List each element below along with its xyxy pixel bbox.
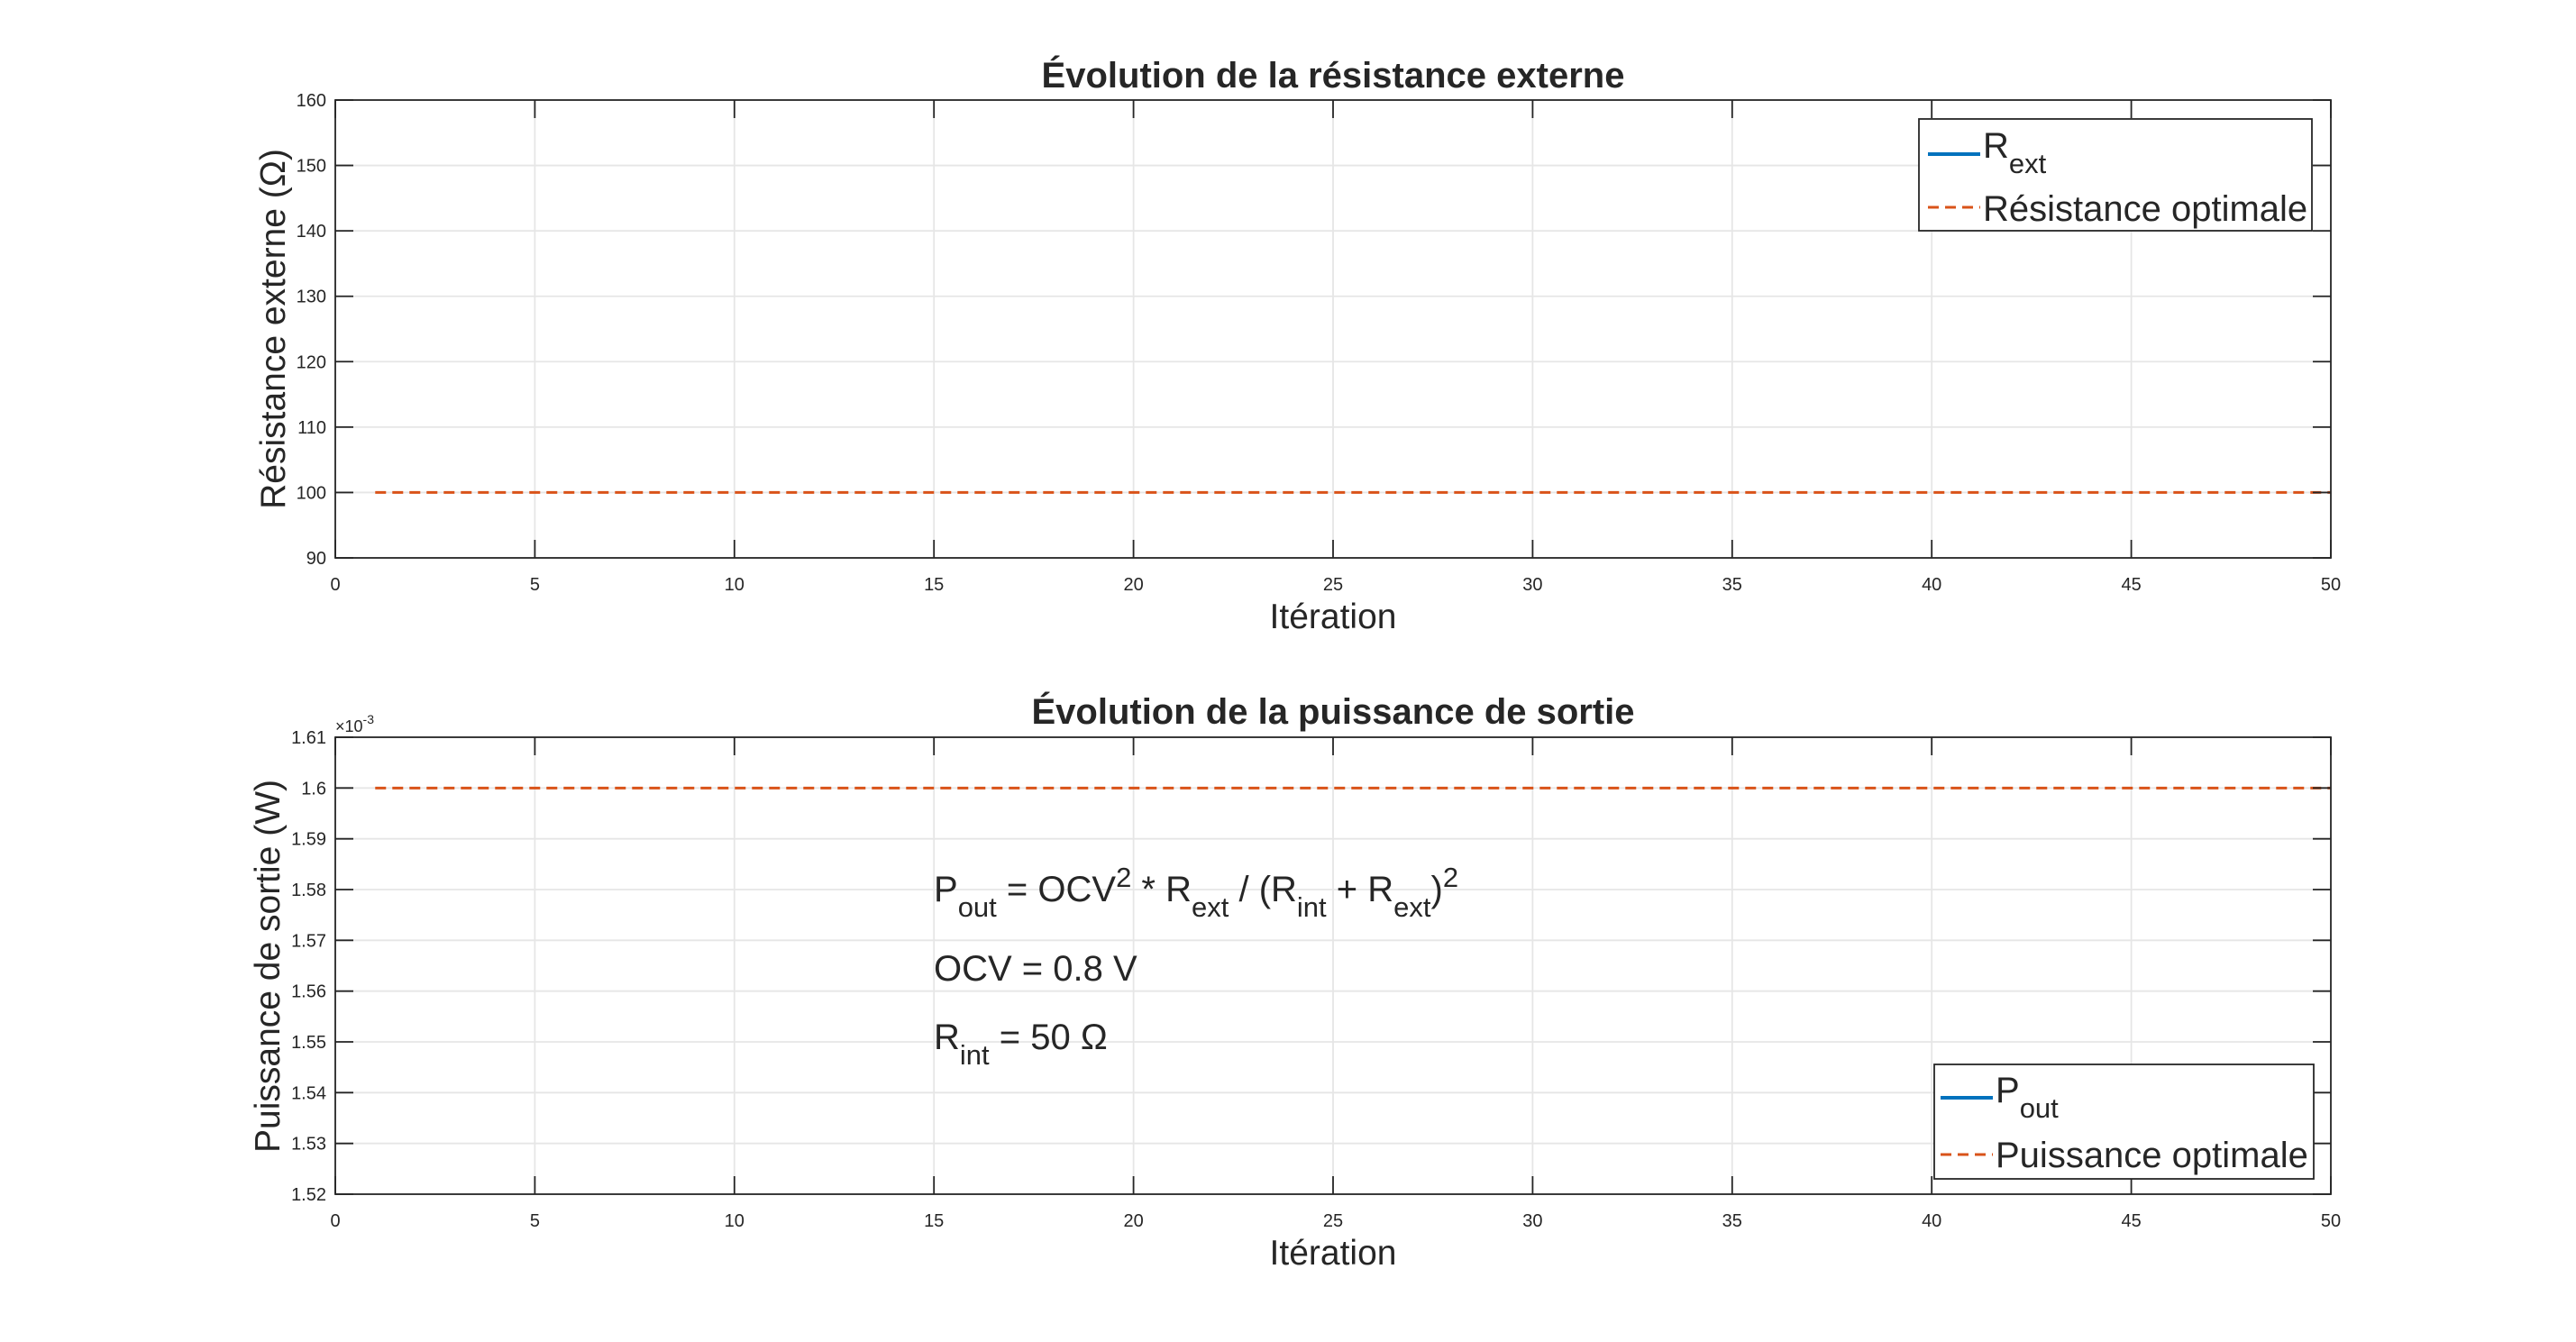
power-x-tick-label: 20 [1123,1211,1143,1231]
power-x-tick-label: 10 [725,1211,744,1231]
power-y-tick-label: 1.59 [291,830,326,850]
resistance-y-tick-label: 140 [297,222,326,242]
resistance-legend-optimal-label: Résistance optimale [1983,189,2307,229]
power-legend-box [1933,1064,2315,1180]
resistance-legend: Rext Résistance optimale [1918,118,2313,232]
resistance-x-tick-label: 10 [725,575,744,595]
power-x-tick-label: 40 [1922,1211,1941,1231]
resistance-x-tick-label: 40 [1922,575,1941,595]
resistance-x-tick-label: 45 [2121,575,2141,595]
power-x-axis-label: Itération [1270,1234,1397,1273]
power-legend-optimal-label: Puissance optimale [1996,1136,2308,1175]
power-y-tick-label: 1.61 [291,728,326,748]
power-formula-annotation: Pout = OCV2 * Rext / (Rint + Rext)2 [934,862,1458,923]
resistance-x-tick-label: 30 [1522,575,1542,595]
power-y-tick-label: 1.53 [291,1135,326,1155]
resistance-y-tick-label: 120 [297,352,326,372]
resistance-y-tick-label: 130 [297,288,326,307]
power-legend: Pout Puissance optimale [1933,1064,2315,1180]
resistance-axes: 0 5 10 15 20 25 30 35 40 45 50 90 100 110 120 130 140 150… [254,55,2341,636]
power-chart-title: Évolution de la puissance de sortie [1031,691,1634,732]
power-y-exponent: ×10-3 [335,712,374,735]
power-x-tick-label: 30 [1522,1211,1542,1231]
resistance-y-tick-label: 160 [297,91,326,111]
power-y-axis-label: Puissance de sortie (W) [249,780,288,1153]
power-x-tick-label: 25 [1323,1211,1343,1231]
resistance-y-tick-label: 150 [297,157,326,177]
power-legend-pout-label: Pout [1996,1071,2059,1124]
resistance-y-tick-label: 100 [297,483,326,503]
power-y-tick-label: 1.58 [291,881,326,900]
resistance-x-tick-label: 20 [1123,575,1143,595]
power-y-tick-label: 1.57 [291,931,326,951]
power-rint-annotation: Rint = 50 Ω [934,1018,1108,1071]
resistance-x-tick-label: 0 [330,575,340,595]
power-y-tick-label: 1.6 [301,779,326,799]
power-y-tick-label: 1.56 [291,982,326,1002]
resistance-chart-title: Évolution de la résistance externe [1042,55,1625,96]
resistance-y-tick-label: 110 [297,418,326,438]
resistance-ticks: 0 5 10 15 20 25 30 35 40 45 50 90 100 110 120 130 140 150… [297,91,2342,595]
power-x-tick-label: 50 [2321,1211,2341,1231]
resistance-x-tick-label: 25 [1323,575,1343,595]
resistance-y-axis-label: Résistance externe (Ω) [254,149,293,509]
resistance-x-tick-label: 5 [530,575,540,595]
resistance-legend-rext-name: R [1983,126,2009,166]
power-ocv-annotation: OCV = 0.8 V [934,949,1137,989]
resistance-x-tick-label: 15 [924,575,944,595]
power-y-tick-label: 1.54 [291,1083,326,1103]
resistance-legend-rext-label: Rext [1983,126,2047,179]
power-legend-pout-sub: out [2020,1092,2059,1124]
resistance-y-tick-label: 90 [306,549,326,569]
power-y-tick-label: 1.55 [291,1033,326,1053]
resistance-x-tick-label: 50 [2321,575,2341,595]
power-x-tick-label: 15 [924,1211,944,1231]
resistance-x-axis-label: Itération [1270,598,1397,636]
power-axes: 0 5 10 15 20 25 30 35 40 45 50 1.52 1.53 1.54 1.55 1.56… [249,691,2341,1273]
resistance-legend-rext-sub: ext [2009,148,2047,179]
power-ticks: 0 5 10 15 20 25 30 35 40 45 50 1.52 1.53 1.54 1.55 1.56… [291,728,2341,1231]
resistance-x-tick-label: 35 [1722,575,1742,595]
power-legend-pout-name: P [1996,1071,2020,1110]
power-x-tick-label: 35 [1722,1211,1742,1231]
power-x-tick-label: 45 [2121,1211,2141,1231]
power-x-tick-label: 0 [330,1211,340,1231]
resistance-legend-box [1918,118,2313,232]
power-x-tick-label: 5 [530,1211,540,1231]
power-y-tick-label: 1.52 [291,1185,326,1205]
